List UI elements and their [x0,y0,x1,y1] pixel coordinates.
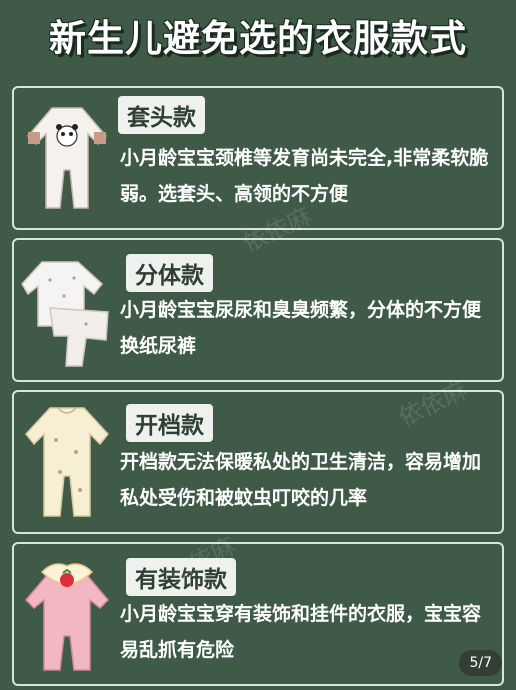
page-title: 新生儿避免选的衣服款式 [49,17,467,60]
open-crotch-onesie-illustration [25,407,109,517]
item-label: 套头款 [118,96,205,134]
item-description: 小月龄宝宝尿尿和臭臭频繁，分体的不方便换纸尿裤 [120,299,482,357]
item-description: 开档款无法保暖私处的卫生清洁，容易增加私处受伤和被蚊虫叮咬的几率 [120,451,482,509]
item-card-two-piece: 分体款 小月龄宝宝尿尿和臭臭频繁，分体的不方便换纸尿裤 [12,238,504,382]
item-label: 开档款 [126,404,213,442]
item-label: 分体款 [126,254,213,292]
item-description: 小月龄宝宝颈椎等发育尚未完全,非常柔软脆弱。选套头、高领的不方便 [120,147,489,205]
page-indicator: 5/7 [459,650,502,676]
item-card-pullover: 套头款 小月龄宝宝颈椎等发育尚未完全,非常柔软脆弱。选套头、高领的不方便 [12,86,504,230]
two-piece-outfit-illustration [21,261,109,367]
pullover-onesie-illustration [26,107,108,209]
item-card-open-crotch: 开档款 开档款无法保暖私处的卫生清洁，容易增加私处受伤和被蚊虫叮咬的几率 [12,390,504,534]
item-card-decorated: 有装饰款 小月龄宝宝穿有装饰和挂件的衣服，宝宝容易乱抓有危险 [12,542,504,686]
decorated-romper-illustration [24,563,110,671]
item-description: 小月龄宝宝穿有装饰和挂件的衣服，宝宝容易乱抓有危险 [120,603,482,661]
item-label: 有装饰款 [126,558,236,596]
